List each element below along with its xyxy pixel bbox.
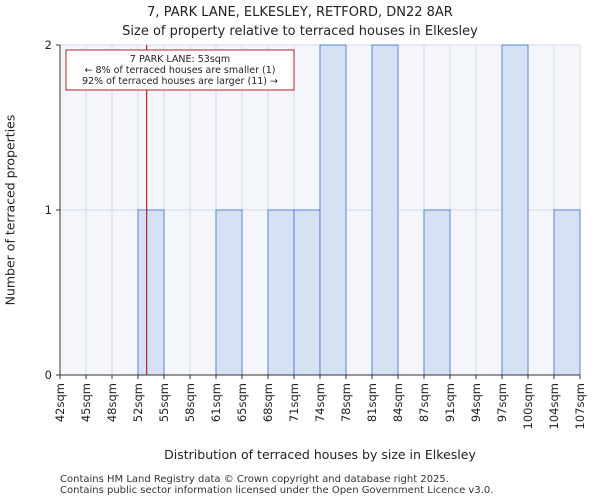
bar-71sqm[interactable] <box>293 209 321 376</box>
x-tick-label: 94sqm <box>469 383 483 422</box>
x-tick-label: 81sqm <box>365 383 379 422</box>
y-tick-label: 0 <box>45 368 52 382</box>
x-tick-label: 104sqm <box>547 383 561 429</box>
bar-68sqm[interactable] <box>267 209 295 376</box>
x-tick-label: 42sqm <box>53 383 67 422</box>
x-tick-label: 87sqm <box>417 383 431 422</box>
footer-line-1: Contains HM Land Registry data © Crown c… <box>60 474 449 485</box>
x-tick-label: 84sqm <box>391 383 405 422</box>
x-tick-label: 107sqm <box>573 383 587 429</box>
bar-104sqm[interactable] <box>553 209 581 376</box>
x-tick-label: 97sqm <box>495 383 509 422</box>
bar-87sqm[interactable] <box>423 209 451 376</box>
x-tick-label: 52sqm <box>131 383 145 422</box>
x-tick-label: 100sqm <box>521 383 535 429</box>
x-tick-label: 55sqm <box>157 383 171 422</box>
bar-81sqm[interactable] <box>371 44 399 376</box>
annotation-line-1: 7 PARK LANE: 53sqm <box>130 54 230 65</box>
chart-subtitle: Size of property relative to terraced ho… <box>122 24 478 39</box>
x-tick-label: 91sqm <box>443 383 457 422</box>
x-tick-label: 61sqm <box>209 383 223 422</box>
x-tick-label: 71sqm <box>287 383 301 422</box>
y-tick-label: 2 <box>45 38 52 52</box>
bar-97sqm[interactable] <box>501 44 529 376</box>
bar-52sqm[interactable] <box>137 209 165 376</box>
x-tick-label: 74sqm <box>313 383 327 422</box>
x-tick-label: 68sqm <box>261 383 275 422</box>
x-tick-label: 65sqm <box>235 383 249 422</box>
bar-74sqm[interactable] <box>319 44 347 376</box>
x-axis-label: Distribution of terraced houses by size … <box>164 447 476 462</box>
annotation-line-3: 92% of terraced houses are larger (11) → <box>82 76 278 87</box>
y-tick-label: 1 <box>45 203 52 217</box>
chart-title: 7, PARK LANE, ELKESLEY, RETFORD, DN22 8A… <box>147 5 453 20</box>
x-tick-label: 48sqm <box>105 383 119 422</box>
annotation-box <box>65 49 295 91</box>
x-tick-label: 58sqm <box>183 383 197 422</box>
x-tick-label: 78sqm <box>339 383 353 422</box>
x-tick-label: 45sqm <box>79 383 93 422</box>
footer-line-2: Contains public sector information licen… <box>60 485 494 496</box>
bar-61sqm[interactable] <box>215 209 243 376</box>
annotation-line-2: ← 8% of terraced houses are smaller (1) <box>85 65 276 76</box>
